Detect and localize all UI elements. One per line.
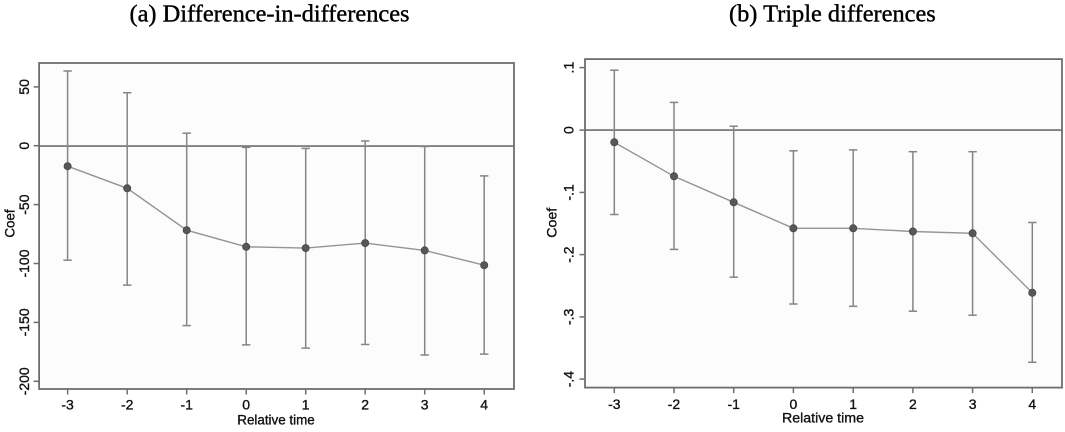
svg-text:3: 3 xyxy=(421,397,429,413)
svg-text:50: 50 xyxy=(16,79,32,95)
svg-text:-2: -2 xyxy=(121,397,134,413)
svg-text:-.4: -.4 xyxy=(561,371,577,388)
svg-text:(b) Triple differences: (b) Triple differences xyxy=(729,0,936,27)
svg-text:0: 0 xyxy=(242,397,250,413)
svg-text:2: 2 xyxy=(909,396,917,412)
svg-text:0: 0 xyxy=(16,142,32,150)
svg-text:-50: -50 xyxy=(16,194,32,214)
svg-text:-.2: -.2 xyxy=(561,246,577,263)
svg-text:-3: -3 xyxy=(608,396,621,412)
svg-text:-100: -100 xyxy=(16,249,32,277)
svg-text:-.3: -.3 xyxy=(561,309,577,326)
svg-text:Relative time: Relative time xyxy=(782,410,864,426)
svg-text:Coef: Coef xyxy=(545,208,561,238)
svg-text:0: 0 xyxy=(790,396,798,412)
svg-text:(a) Difference-in-differences: (a) Difference-in-differences xyxy=(129,0,409,27)
svg-text:-1: -1 xyxy=(727,396,740,412)
svg-text:-1: -1 xyxy=(180,397,193,413)
svg-text:-200: -200 xyxy=(16,367,32,395)
svg-text:.1: .1 xyxy=(561,62,577,74)
svg-text:0: 0 xyxy=(561,126,577,134)
svg-text:-.1: -.1 xyxy=(561,184,577,201)
svg-text:1: 1 xyxy=(302,397,310,413)
svg-text:4: 4 xyxy=(480,397,488,413)
svg-text:Coef: Coef xyxy=(2,209,17,238)
svg-text:-2: -2 xyxy=(668,396,681,412)
svg-text:2: 2 xyxy=(361,397,369,413)
svg-text:3: 3 xyxy=(969,396,977,412)
svg-text:Relative time: Relative time xyxy=(237,412,314,427)
svg-text:1: 1 xyxy=(849,396,857,412)
svg-text:-3: -3 xyxy=(61,397,74,413)
svg-text:-150: -150 xyxy=(16,308,32,336)
svg-text:4: 4 xyxy=(1028,396,1036,412)
